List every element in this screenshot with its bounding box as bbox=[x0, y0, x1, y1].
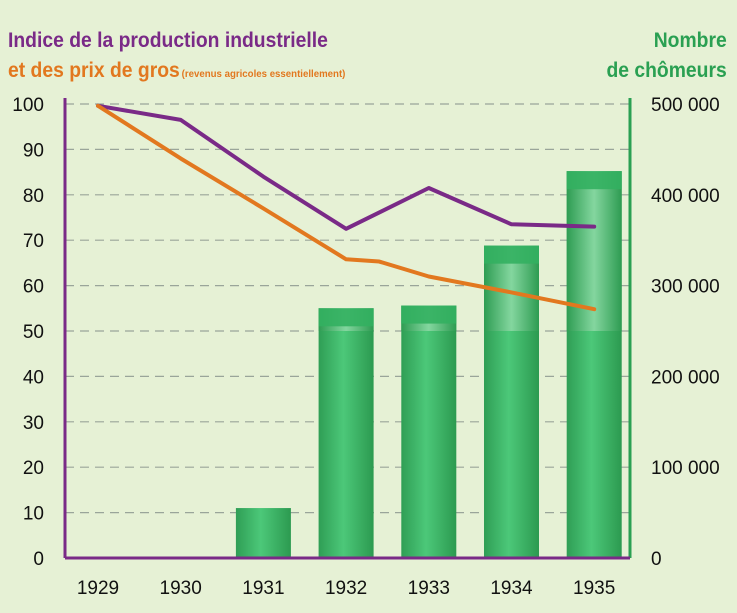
x-tick-label: 1930 bbox=[160, 578, 202, 599]
production-line bbox=[96, 103, 597, 231]
bar-1931 bbox=[235, 508, 291, 558]
bar-cap-1932 bbox=[318, 308, 374, 327]
x-tick-label: 1932 bbox=[325, 578, 367, 599]
x-tick-label: 1935 bbox=[573, 578, 615, 599]
x-tick-label: 1934 bbox=[490, 578, 533, 599]
left-tick-label: 30 bbox=[23, 413, 44, 434]
right-tick-label: 0 bbox=[651, 549, 662, 570]
bar-1932 bbox=[318, 308, 374, 558]
bars-layer bbox=[235, 171, 622, 558]
title-prix-text: et des prix de gros bbox=[8, 59, 180, 82]
title-prix: et des prix de gros (revenus agricoles es… bbox=[8, 56, 345, 89]
left-axis-title: Indice de la production industrielle et … bbox=[8, 26, 345, 89]
title-prix-note: (revenus agricoles essentiellement) bbox=[181, 68, 346, 80]
left-tick-label: 60 bbox=[23, 277, 44, 298]
left-tick-label: 70 bbox=[23, 231, 44, 252]
x-tick-label: 1931 bbox=[242, 578, 284, 599]
bar-1933 bbox=[401, 305, 457, 558]
ticks-layer: 0 10 20 30 40 50 60 70 80 90 100 0 100 000 200 000 300… bbox=[12, 95, 719, 599]
right-tick-label: 300 000 bbox=[651, 277, 720, 298]
left-tick-label: 20 bbox=[23, 458, 44, 479]
title-nombre: Nombre bbox=[653, 29, 727, 52]
right-tick-label: 400 000 bbox=[651, 186, 720, 207]
prix-line bbox=[96, 103, 597, 312]
x-tick-label: 1933 bbox=[408, 578, 450, 599]
bar-cap-1934 bbox=[484, 245, 539, 264]
left-tick-label: 0 bbox=[33, 549, 44, 570]
left-tick-label: 80 bbox=[23, 186, 44, 207]
x-tick-label: 1929 bbox=[77, 578, 119, 599]
left-tick-label: 90 bbox=[23, 140, 44, 161]
right-tick-label: 500 000 bbox=[651, 95, 720, 116]
right-axis-title: Nombre de chômeurs bbox=[607, 26, 727, 86]
right-tick-label: 200 000 bbox=[651, 367, 720, 388]
title-chomeurs: de chômeurs bbox=[606, 59, 727, 82]
axes-layer bbox=[63, 98, 632, 560]
right-tick-label: 100 000 bbox=[651, 458, 720, 479]
left-tick-label: 10 bbox=[23, 504, 44, 525]
lines-layer bbox=[96, 103, 597, 312]
left-tick-label: 50 bbox=[23, 322, 44, 343]
left-tick-label: 40 bbox=[23, 367, 44, 388]
bar-cap-1933 bbox=[401, 305, 457, 324]
left-tick-label: 100 bbox=[12, 95, 44, 116]
bar-cap-1935 bbox=[566, 171, 622, 190]
title-production: Indice de la production industrielle bbox=[8, 29, 328, 52]
